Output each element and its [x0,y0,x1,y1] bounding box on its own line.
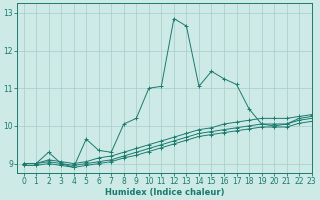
X-axis label: Humidex (Indice chaleur): Humidex (Indice chaleur) [105,188,224,197]
